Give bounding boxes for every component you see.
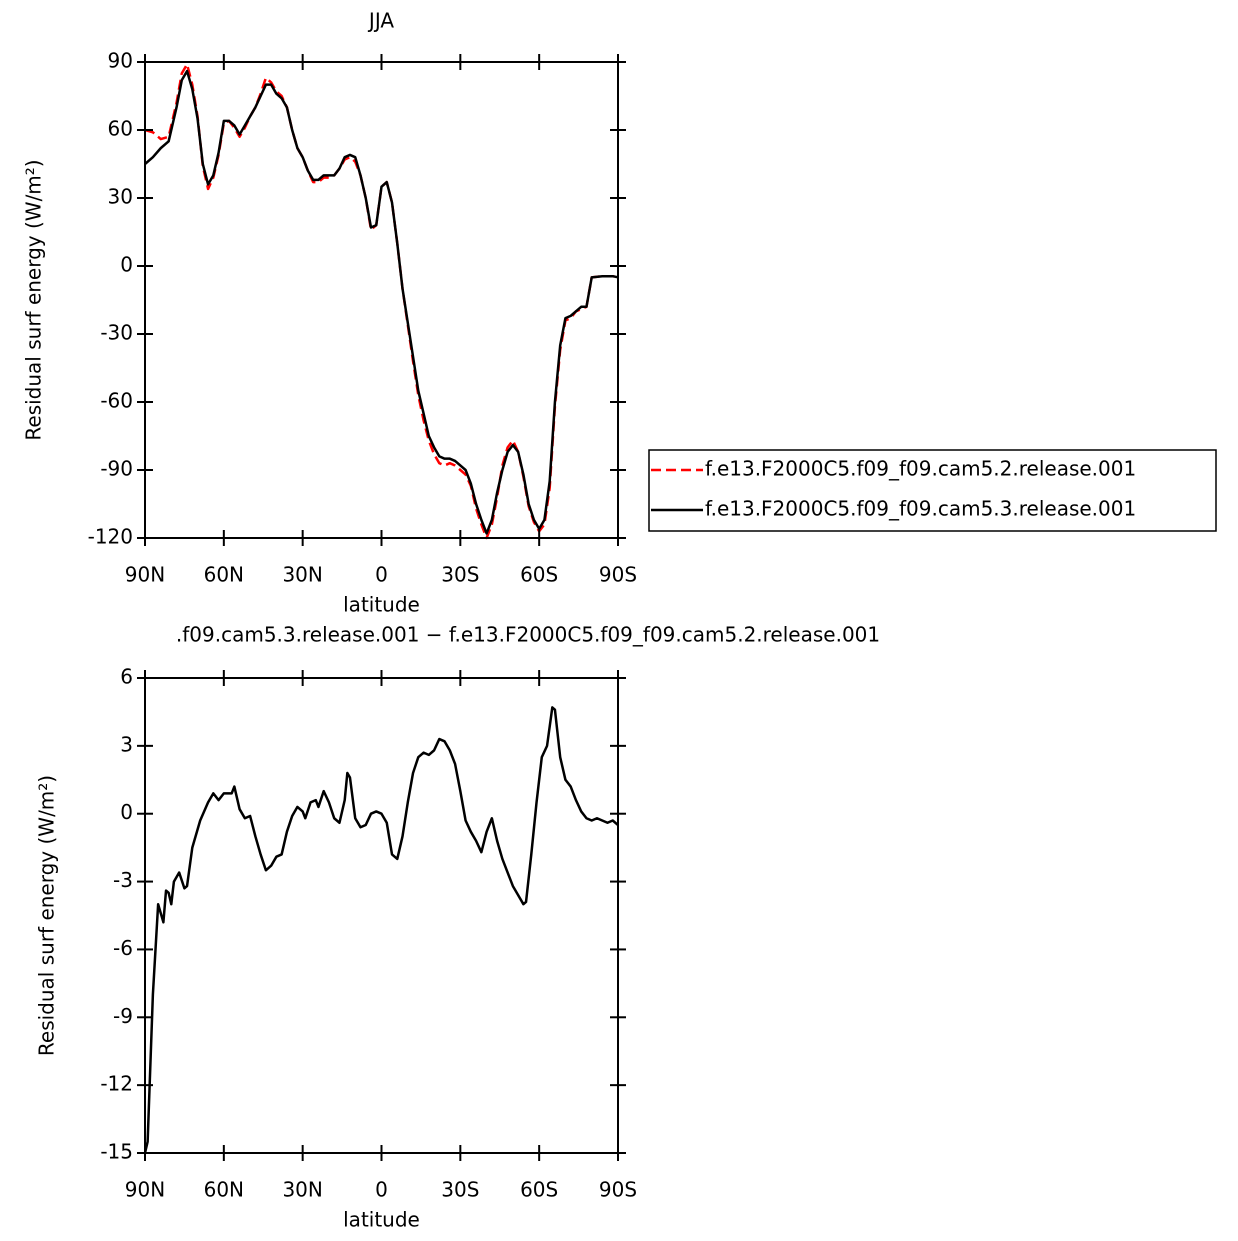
y-tick-label: 6 [120,665,133,689]
x-tick-label: 90S [599,563,637,587]
x-tick-label: 30S [441,563,479,587]
data-line [144,63,619,540]
x-tick-label: 60S [520,563,558,587]
x-tick-label: 30S [441,1178,479,1202]
x-tick-label: 0 [375,1178,388,1202]
data-line [143,706,619,1154]
legend-box [648,449,1217,532]
y-tick-label: -6 [113,936,133,960]
y-tick-label: -3 [113,868,133,892]
y-tick-label: -15 [100,1140,133,1164]
data-line [144,69,619,535]
y-tick-label: 90 [108,49,133,73]
x-axis-label: latitude [343,593,420,617]
y-tick-label: 3 [120,732,133,756]
chart-title: JJA [367,9,394,33]
chart-title: .f09.cam5.3.release.001 − f.e13.F2000C5.… [176,623,880,647]
y-tick-label: 0 [120,253,133,277]
legend: f.e13.F2000C5.f09_f09.cam5.2.release.001… [648,449,1217,532]
y-axis-label: Residual surf energy (W/m²) [22,159,46,440]
plot-frame [144,677,619,1154]
x-tick-label: 0 [375,563,388,587]
y-tick-label: -9 [113,1004,133,1028]
x-tick-label: 60S [520,1178,558,1202]
x-tick-label: 30N [282,1178,322,1202]
x-axis-label: latitude [343,1208,420,1232]
y-tick-label: -30 [100,321,133,345]
y-tick-label: -60 [100,389,133,413]
legend-label: f.e13.F2000C5.f09_f09.cam5.3.release.001 [705,497,1136,521]
y-tick-label: 0 [120,800,133,824]
y-tick-label: -12 [100,1072,133,1096]
y-tick-label: 30 [108,185,133,209]
y-tick-label: 60 [108,117,133,141]
x-tick-label: 30N [282,563,322,587]
x-tick-label: 90N [125,1178,165,1202]
y-axis-label: Residual surf energy (W/m²) [35,775,59,1056]
x-tick-label: 60N [204,1178,244,1202]
y-tick-label: -90 [100,457,133,481]
x-tick-label: 90S [599,1178,637,1202]
x-tick-label: 90N [125,563,165,587]
x-tick-label: 60N [204,563,244,587]
legend-label: f.e13.F2000C5.f09_f09.cam5.2.release.001 [705,457,1136,481]
y-tick-label: -120 [88,525,133,549]
plot-frame [144,61,619,539]
